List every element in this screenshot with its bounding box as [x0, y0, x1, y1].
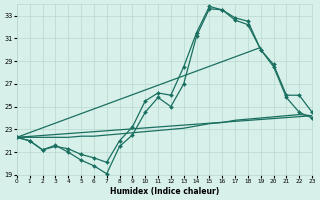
X-axis label: Humidex (Indice chaleur): Humidex (Indice chaleur): [110, 187, 219, 196]
